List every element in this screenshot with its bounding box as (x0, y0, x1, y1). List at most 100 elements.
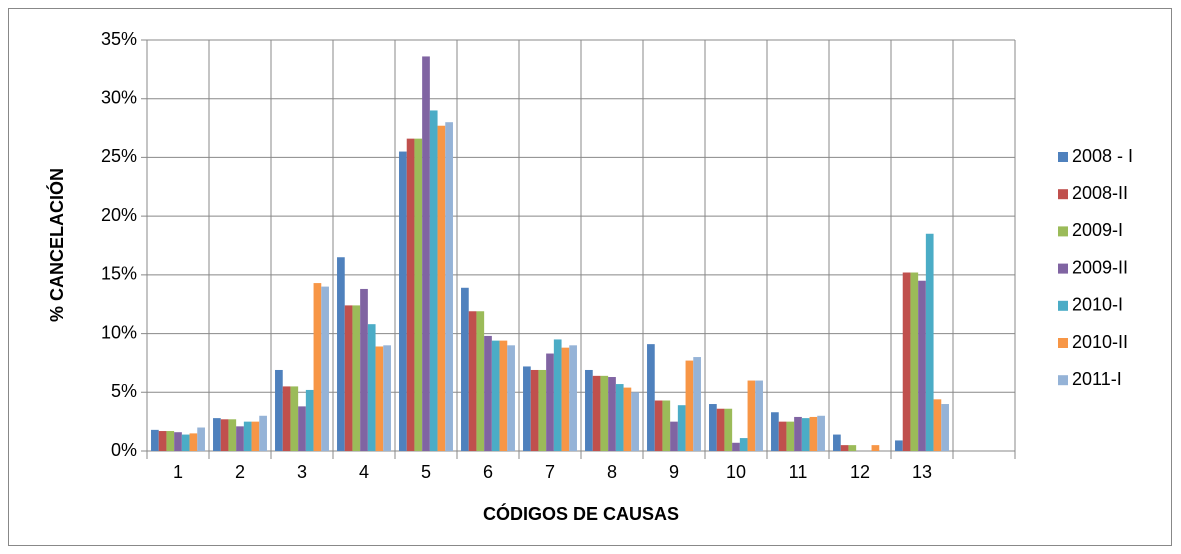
legend-swatch (1058, 375, 1068, 386)
x-tick-label: 12 (850, 462, 870, 482)
bar (220, 419, 229, 451)
bar (871, 445, 880, 451)
bar (383, 345, 391, 451)
bar (476, 311, 485, 451)
bar (422, 56, 430, 451)
bar (275, 369, 283, 451)
y-tick-label: 25% (101, 146, 137, 166)
bar (925, 233, 934, 451)
x-tick-label: 4 (359, 462, 369, 482)
bar (414, 138, 423, 451)
bar (181, 434, 190, 451)
bar (654, 400, 663, 451)
bar (647, 344, 655, 451)
bar (809, 416, 818, 451)
bar (801, 418, 810, 451)
legend-swatch (1058, 226, 1068, 237)
bar (538, 369, 547, 451)
bar (693, 357, 701, 451)
bar (615, 384, 624, 451)
bar (523, 366, 531, 451)
bar (771, 412, 779, 451)
bar (251, 421, 260, 451)
x-tick-label: 13 (912, 462, 932, 482)
legend-label: 2010-II (1072, 332, 1128, 352)
legend-swatch (1058, 152, 1068, 162)
bar (747, 380, 756, 451)
x-tick-label: 8 (607, 462, 617, 482)
bar (848, 445, 857, 451)
bar (213, 418, 221, 451)
bar (817, 415, 825, 451)
legend-swatch (1058, 338, 1068, 348)
bar (739, 438, 748, 451)
bar (662, 400, 671, 451)
x-tick-label: 2 (235, 462, 245, 482)
bar (468, 311, 477, 451)
bar (840, 445, 849, 451)
bar (313, 283, 322, 451)
x-tick-label: 1 (173, 462, 183, 482)
x-tick-label: 5 (421, 462, 431, 482)
bar (429, 110, 438, 451)
bar (499, 340, 508, 451)
legend-label: 2009-I (1072, 220, 1123, 240)
legend-label: 2010-I (1072, 295, 1123, 315)
bar (321, 286, 329, 451)
y-tick-label: 10% (101, 322, 137, 342)
bar (507, 345, 515, 451)
bar (918, 280, 926, 451)
bar (174, 432, 182, 451)
bar (344, 305, 353, 451)
bar (259, 415, 267, 451)
bar (561, 347, 570, 451)
legend-label: 2008-II (1072, 183, 1128, 203)
bar (243, 421, 252, 451)
y-tick-label: 0% (111, 440, 137, 460)
y-tick-label: 30% (101, 87, 137, 107)
bar (724, 408, 733, 451)
bar (755, 380, 763, 451)
legend-label: 2011-I (1072, 369, 1122, 389)
bar (592, 375, 601, 451)
bar (352, 305, 361, 451)
bar (484, 335, 492, 451)
bar (623, 387, 632, 451)
bar (236, 426, 244, 451)
bar (189, 433, 198, 451)
bar (716, 408, 725, 451)
bar (585, 369, 593, 451)
bar (337, 257, 345, 451)
y-axis-title: % CANCELACIÓN (46, 168, 67, 322)
bar (732, 442, 740, 451)
bar (360, 288, 368, 451)
bar (786, 421, 795, 451)
bar (709, 404, 717, 451)
bar (530, 369, 539, 451)
bar (553, 339, 562, 451)
bar (794, 416, 802, 451)
bar (445, 122, 453, 451)
bar (608, 377, 616, 451)
bar (437, 125, 446, 452)
bar (546, 353, 554, 451)
bar (902, 272, 911, 451)
legend-swatch (1058, 300, 1068, 311)
x-axis-title: CÓDIGOS DE CAUSAS (483, 503, 679, 524)
x-tick-label: 3 (297, 462, 307, 482)
bar (151, 429, 159, 451)
legend-swatch (1058, 263, 1068, 274)
legend-label: 2009-II (1072, 257, 1128, 277)
bar (166, 431, 175, 451)
bar (197, 427, 205, 451)
x-tick-label: 7 (545, 462, 555, 482)
bar (933, 399, 942, 451)
y-tick-label: 20% (101, 205, 137, 225)
bar (600, 375, 609, 451)
x-tick-label: 10 (726, 462, 746, 482)
bar (670, 421, 678, 451)
legend-swatch (1058, 189, 1068, 200)
y-tick-label: 15% (101, 264, 137, 284)
bar (677, 405, 686, 451)
bar (685, 360, 694, 451)
